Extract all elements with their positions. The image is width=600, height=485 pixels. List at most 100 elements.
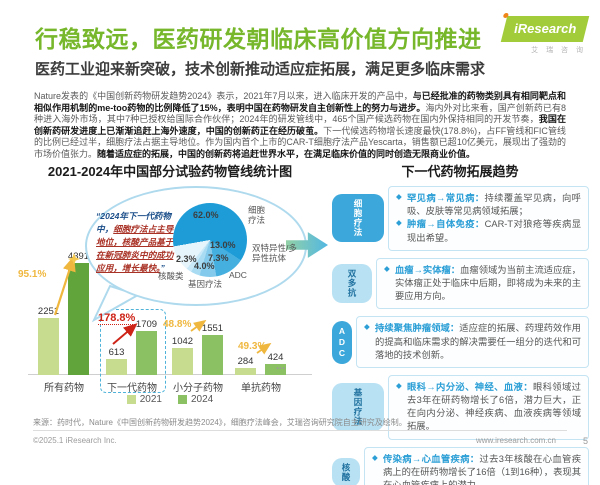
trend-card: 罕见病→常见病：持续覆盖罕见病，向呼吸、皮肤等常见病领域拓展；肿瘤→自体免疫：C… (388, 186, 589, 251)
copyright: ©2025.1 iResearch Inc. (33, 436, 117, 445)
growth-all-drugs: 95.1% (18, 269, 47, 280)
growth-next-gen: 178.8% (98, 312, 136, 325)
trend-card: 传染病→心血管疾病：过去3年核酸在心血管疾病上的在研药物增长了16倍（1到16种… (364, 446, 589, 485)
trend-tag: 细胞疗法 (332, 194, 384, 243)
pie-label-nucleic-acid: 核酸类 (158, 271, 184, 281)
trend-bullet: 罕见病→常见病：持续覆盖罕见病，向呼吸、皮肤等常见病领域拓展； (396, 192, 581, 218)
trend-section: 基因疗法 眼科→内分泌、神经、血液：眼科领域过去3年在研药物增长了6倍，潜力巨大，… (332, 374, 589, 440)
intro-segment: 海内外对比来看，国产创新药已有8种进入海外市场，其中7种已授权给国际合作伙伴；2… (34, 102, 566, 125)
pie-value-bispecific: 13.0% (210, 240, 236, 250)
bubble-prefix: “2024年下一代药物中， (96, 211, 171, 234)
bar-category: 所有药物 (44, 383, 84, 394)
trend-bullet-lead: 传染病→心血管疾病： (383, 453, 480, 464)
trend-bullet-lead: 肿瘤→自体免疫： (407, 219, 485, 230)
trend-bullet-lead: 血瘤→实体瘤： (395, 264, 461, 275)
bar-value: 1551 (201, 323, 224, 334)
growth-mab: 49.3% (238, 341, 267, 352)
trend-card: 持续聚焦肿瘤领域：适应症的拓展、药理药效作用的提高和临床需求的解决需要任一组分的… (356, 316, 589, 368)
more-categories-marker: ... (276, 360, 286, 372)
trend-tag: 基因疗法 (332, 383, 384, 432)
trend-tag-label: 基因疗法 (353, 388, 363, 427)
trend-section: ADC 持续聚焦肿瘤领域：适应症的拓展、药理药效作用的提高和临床需求的解决需要任一… (332, 316, 589, 368)
bar-category: 单抗药物 (241, 383, 281, 394)
legend-label-2021: 2021 (139, 394, 162, 405)
trend-bullet-body: 眼科领域过去3年在研药物增长了6倍，潜力巨大，正在向内分泌、神经疾病、血液疾病等… (407, 381, 581, 432)
pie-value-gene-therapy: 4.0% (194, 261, 215, 271)
pipeline-chart-area: “2024年下一代药物中，细胞疗法占主导地位，核酸产品基于在新冠肺炎中的成功应用… (10, 183, 330, 415)
source-note: 来源：药时代，Nature《中国创新药物研发趋势2024》，细胞疗法峰会，艾瑞咨… (33, 418, 407, 427)
trend-bullet-body: CAR-T对狼疮等疾病显现出希望。 (407, 219, 581, 243)
intro-segment: Nature发表的《中国创新药物研发趋势2024》表示，2021年7月以来，进入… (34, 91, 413, 101)
footer-divider (33, 430, 567, 431)
pie-value-nucleic-acid: 2.3% (176, 254, 197, 264)
bar-chart-title: 2021-2024年中国部分试验药物管线统计图 (47, 164, 293, 179)
bar-value: 1709 (135, 319, 158, 330)
trend-bullet-body: 血瘤领域为当前主流适应症，实体瘤正处于临床中后期，即将成为未来的主要应用方向。 (395, 264, 581, 302)
x-axis-line (28, 374, 312, 375)
bar-2021-1 (106, 359, 127, 375)
chart-legend: 2021 2024 (10, 394, 330, 405)
iresearch-logo: iResearch 艾 瑞 咨 询 (494, 13, 590, 55)
trend-section: 核酸 传染病→心血管疾病：过去3年核酸在心血管疾病上的在研药物增长了16倍（1到1… (332, 446, 589, 485)
bar-category: 下一代药物 (107, 383, 157, 394)
bar-2024-1 (136, 331, 157, 375)
trend-section: 双多抗 血瘤→实体瘤：血瘤领域为当前主流适应症，实体瘤正处于临床中后期，即将成为未… (332, 257, 589, 310)
trend-tag: ADC (332, 320, 352, 364)
intro-bold-segment: 与已经批准的药物类别具有相同靶点和相似作用机制的me-too药物的比例降低了15… (34, 91, 566, 113)
page-subtitle: 医药工业迎来新突破，技术创新推动适应症拓展，满足更多临床需求 (35, 61, 486, 78)
bar-value: 284 (237, 356, 254, 367)
bar-value: 424 (267, 352, 284, 363)
logo-chinese-name: 艾 瑞 咨 询 (531, 47, 586, 54)
trend-section: 细胞疗法 罕见病→常见病：持续覆盖罕见病，向呼吸、皮肤等常见病领域拓展；肿瘤→自体… (332, 186, 589, 251)
trend-bullet-body: 持续覆盖罕见病，向呼吸、皮肤等常见病领域拓展； (407, 193, 581, 217)
website-url: www.iresearch.com.cn (475, 436, 556, 445)
bar-value: 1042 (171, 336, 194, 347)
legend-swatch-2024 (178, 395, 187, 404)
logo-dot-icon (502, 13, 509, 18)
legend-label-2024: 2024 (191, 394, 214, 405)
bar-category: 小分子药物 (173, 383, 223, 394)
trend-card: 眼科→内分泌、神经、血液：眼科领域过去3年在研药物增长了6倍，潜力巨大，正在向内… (388, 374, 589, 440)
bar-value: 613 (108, 347, 125, 358)
legend-swatch-2021 (126, 395, 136, 404)
bubble-text: “2024年下一代药物中，细胞疗法占主导地位，核酸产品基于在新冠肺炎中的成功应用… (96, 210, 178, 274)
trend-bullet-body: 适应症的拓展、药理药效作用的提高和临床需求的解决需要任一组分的迭代和可落地的技术… (375, 323, 581, 360)
trend-tag: 核酸 (332, 457, 360, 485)
legend-item-2021: 2021 (126, 394, 162, 405)
pie-chart (173, 203, 247, 277)
trend-bullet: 眼科→内分泌、神经、血液：眼科领域过去3年在研药物增长了6倍，潜力巨大，正在向内… (396, 381, 581, 434)
bar-2024-2 (202, 335, 223, 375)
pie-value-cell-therapy: 62.0% (193, 210, 219, 220)
bar-2021-3 (235, 368, 256, 375)
bubble-highlight: 细胞疗法占主导地位，核酸产品基于在新冠肺炎中的成功应用，增长最快。 (96, 223, 174, 273)
intro-segment: 下一代候选药物增长速度最快(178.8%)，占FF管线和FIC管线的比例已经过半… (34, 125, 566, 159)
trend-panel-title: 下一代药物拓展趋势 (401, 164, 519, 179)
trend-tag-label: 细胞疗法 (353, 199, 363, 238)
pie-label-adc: ADC (229, 270, 247, 280)
pie-value-adc: 7.3% (208, 253, 229, 263)
trend-bullet: 持续聚焦肿瘤领域：适应症的拓展、药理药效作用的提高和临床需求的解决需要任一组分的… (364, 322, 581, 362)
intro-paragraph: Nature发表的《中国创新药物研发趋势2024》表示，2021年7月以来，进入… (34, 91, 566, 161)
bar-value: 2251 (37, 306, 60, 317)
bar-2024-0 (68, 263, 89, 375)
pie-label-cell-therapy: 细胞疗法 (248, 205, 266, 226)
trend-tag-label: 双多抗 (347, 269, 357, 298)
page-title: 行稳致远，医药研发朝临床高价值方向推进 (35, 26, 482, 52)
logo-text: iResearch (513, 21, 577, 36)
pie-label-gene-therapy: 基因疗法 (188, 279, 223, 289)
intro-bold-segment: 我国在创新药研发进度上已渐渐追赶上海外速度，中国的创新药正在经历破茧。 (34, 114, 566, 136)
page-number: 5 (582, 436, 588, 446)
trend-bullet: 传染病→心血管疾病：过去3年核酸在心血管疾病上的在研药物增长了16倍（1到16种… (372, 453, 581, 485)
growth-small-molecule: 48.8% (163, 319, 192, 330)
trend-tag-label: 核酸 (341, 462, 351, 482)
bubble-suffix: ” (160, 262, 165, 273)
trend-bullet: 肿瘤→自体免疫：CAR-T对狼疮等疾病显现出希望。 (396, 218, 581, 244)
trend-card: 血瘤→实体瘤：血瘤领域为当前主流适应症，实体瘤正处于临床中后期，即将成为未来的主… (376, 257, 589, 310)
legend-item-2024: 2024 (178, 394, 213, 405)
intro-bold-segment: 随着适应症的拓展，中国的创新药将追赶世界水平，在满足临床价值的同时创造无限商业价… (97, 148, 476, 159)
trend-tag-label: ADC (337, 325, 347, 359)
bar-2024-3 (265, 364, 286, 375)
trend-bullet: 血瘤→实体瘤：血瘤领域为当前主流适应症，实体瘤正处于临床中后期，即将成为未来的主… (384, 264, 581, 304)
pie-label-bispecific: 双特异性/多异性抗体 (252, 243, 297, 264)
trend-bullet-lead: 眼科→内分泌、神经、血液： (407, 381, 533, 392)
